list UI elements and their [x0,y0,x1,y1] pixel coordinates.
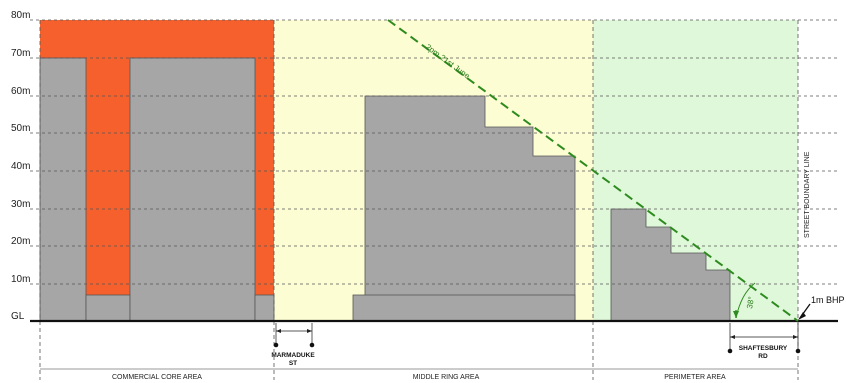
street-marmaduke: MARMADUKE ST [271,323,315,367]
y-tick-50: 50m [11,123,30,134]
shadow-line [387,19,799,322]
bhp-label: 1m BHP [811,295,845,305]
street-shaftesbury: SHAFTESBURY RD [727,323,801,360]
y-tick-60: 60m [11,86,30,97]
y-tick-10: 10m [11,274,30,285]
middle-ring-podium [352,294,576,322]
zone-dividers [39,20,799,380]
core-podium-1 [85,294,131,322]
street-marmaduke-line2: ST [289,360,297,367]
zone-label-perimeter: PERIMETER AREA [664,374,726,381]
y-tick-30: 30m [11,199,30,210]
angle-label: 38° [745,296,756,309]
core-building-1 [39,57,87,322]
street-shaftesbury-line2: RD [758,353,768,360]
core-podium-2 [254,294,275,322]
perimeter-building [610,208,731,322]
street-shaftesbury-line1: SHAFTESBURY [739,345,788,352]
zone-label-commercial: COMMERCIAL CORE AREA [112,374,202,381]
y-tick-gl: GL [11,311,25,322]
y-tick-40: 40m [11,161,30,172]
core-building-2 [129,57,256,322]
y-axis-labels: 80m 70m 60m 50m 40m 30m 20m 10m GL [11,10,30,322]
y-tick-20: 20m [11,236,30,247]
street-marmaduke-line1: MARMADUKE [271,352,315,359]
bhp-arrowhead [798,312,806,320]
y-tick-80: 80m [11,10,30,21]
height-gridlines [30,19,838,285]
street-boundary-label: STREET BOUNDARY LINE [804,151,811,238]
y-tick-70: 70m [11,48,30,59]
angle-marker [733,282,756,319]
buildings [39,57,731,322]
zone-label-middle-ring: MIDDLE RING AREA [413,374,480,381]
